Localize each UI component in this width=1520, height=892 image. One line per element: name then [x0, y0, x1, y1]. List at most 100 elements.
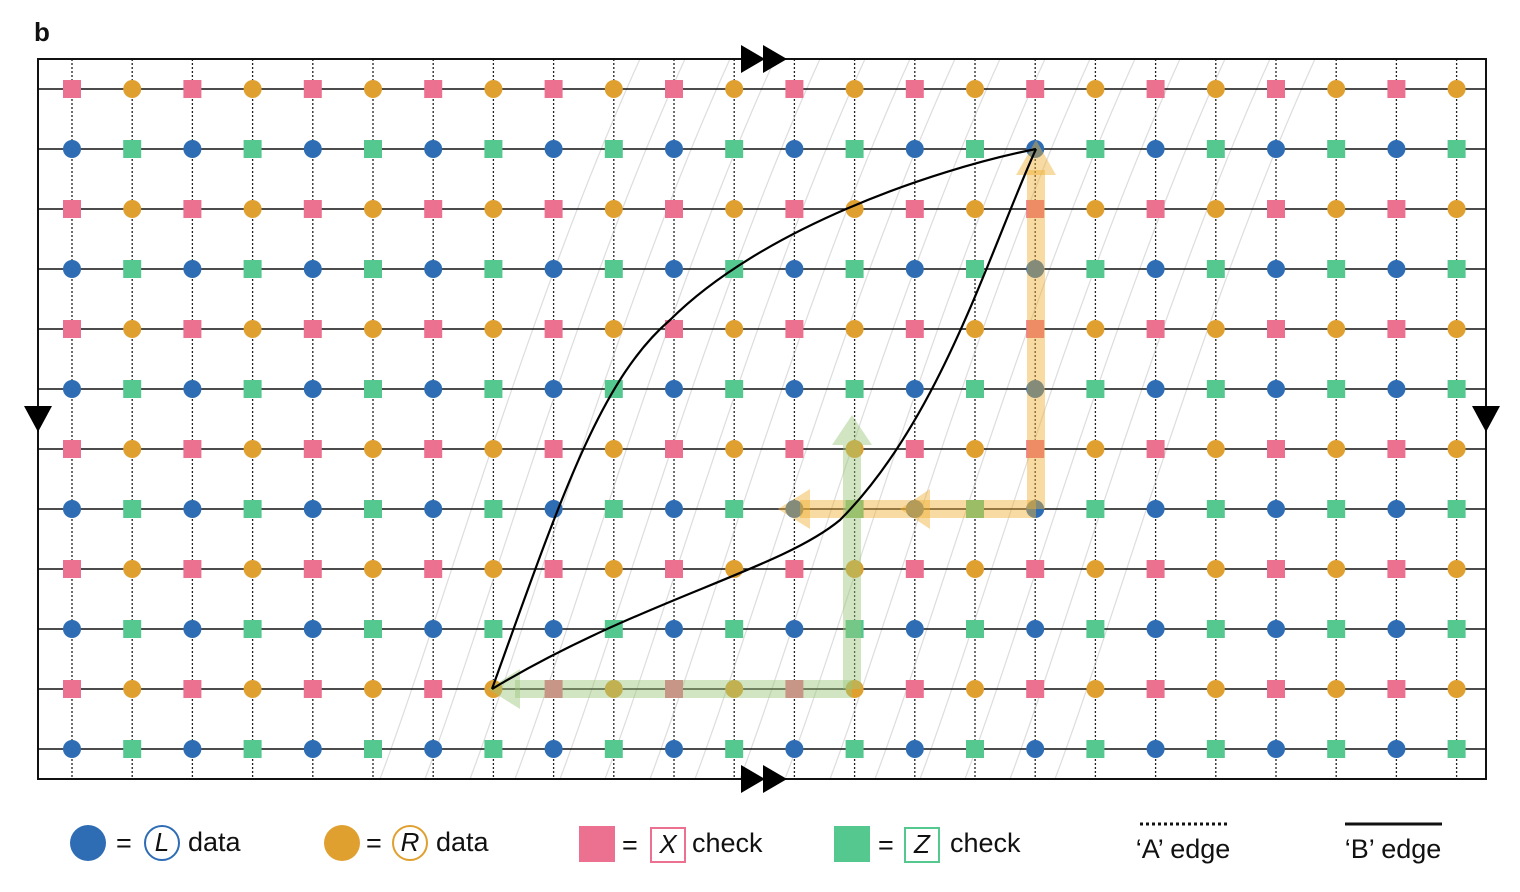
z-check	[364, 740, 382, 758]
r-data	[966, 200, 984, 218]
l-data	[183, 620, 202, 638]
r-data	[604, 560, 623, 578]
r-data	[604, 80, 623, 98]
z-check	[725, 140, 744, 158]
r-data	[604, 320, 623, 338]
z-check	[243, 740, 262, 758]
l-data	[1267, 620, 1285, 638]
z-check	[604, 140, 623, 158]
r-data	[484, 80, 503, 98]
r-data	[364, 320, 382, 338]
l-data	[905, 140, 924, 158]
z-check	[243, 500, 262, 518]
r-data	[123, 680, 142, 698]
r-data	[604, 200, 623, 218]
x-check	[1026, 200, 1045, 218]
z-check	[123, 260, 142, 278]
r-data	[484, 560, 503, 578]
l-data	[544, 380, 563, 398]
l-data	[63, 620, 81, 638]
r-data	[845, 320, 864, 338]
x-check	[303, 560, 322, 578]
l-data	[1146, 500, 1165, 518]
r-data	[123, 80, 142, 98]
r-data	[1447, 200, 1466, 218]
x-check	[1387, 80, 1406, 98]
r-data	[1447, 320, 1466, 338]
z-check	[1327, 380, 1346, 398]
l-data	[1387, 260, 1406, 278]
x-check	[303, 440, 322, 458]
x-check	[1387, 320, 1406, 338]
l-data	[785, 740, 804, 758]
z-check	[604, 500, 623, 518]
z-check	[1447, 140, 1466, 158]
z-check	[725, 380, 744, 398]
l-data	[665, 140, 683, 158]
l-data	[1026, 500, 1045, 518]
x-check	[303, 680, 322, 698]
r-data	[1327, 440, 1346, 458]
l-data	[1146, 620, 1165, 638]
r-data	[243, 320, 262, 338]
z-check	[1206, 740, 1225, 758]
z-check	[1447, 620, 1466, 638]
z-check	[1206, 620, 1225, 638]
r-data	[725, 680, 744, 698]
r-data	[1447, 80, 1466, 98]
l-data	[905, 500, 924, 518]
panel-label: b	[34, 17, 50, 47]
z-check	[966, 140, 984, 158]
x-check	[665, 80, 683, 98]
r-data	[1327, 80, 1346, 98]
x-check	[905, 320, 924, 338]
x-check	[1387, 200, 1406, 218]
r-data	[845, 440, 864, 458]
l-data	[424, 260, 443, 278]
l-data	[1387, 740, 1406, 758]
r-data	[1206, 560, 1225, 578]
l-data	[1146, 380, 1165, 398]
r-data	[123, 560, 142, 578]
x-check	[1146, 440, 1165, 458]
r-data	[725, 200, 744, 218]
x-check	[1026, 440, 1045, 458]
z-check	[1327, 500, 1346, 518]
r-data	[1206, 200, 1225, 218]
legend-l-ring	[144, 825, 180, 861]
yellow-arrow-head	[1016, 140, 1056, 175]
x-check	[1146, 200, 1165, 218]
legend-l-dot	[70, 825, 106, 861]
z-check	[1086, 260, 1105, 278]
l-data	[183, 140, 202, 158]
z-check	[243, 260, 262, 278]
l-data	[183, 260, 202, 278]
r-data	[243, 440, 262, 458]
z-check	[123, 500, 142, 518]
z-check	[364, 620, 382, 638]
z-check	[484, 140, 503, 158]
legend-symbol: X	[658, 829, 678, 859]
r-data	[123, 320, 142, 338]
r-data	[1327, 200, 1346, 218]
x-check	[1267, 440, 1285, 458]
l-data	[424, 380, 443, 398]
x-check	[303, 200, 322, 218]
x-check	[1026, 320, 1045, 338]
right-marker	[1472, 406, 1500, 432]
legend-equals: =	[116, 828, 132, 858]
z-check	[966, 500, 984, 518]
logical-path	[490, 147, 1037, 690]
x-check	[905, 200, 924, 218]
x-check	[63, 200, 81, 218]
x-check	[544, 560, 563, 578]
z-check	[966, 620, 984, 638]
x-check	[63, 560, 81, 578]
x-check	[785, 560, 804, 578]
x-check	[905, 80, 924, 98]
legend-equals: =	[878, 830, 894, 860]
x-check	[1387, 560, 1406, 578]
x-check	[665, 200, 683, 218]
r-data	[484, 320, 503, 338]
z-check	[845, 620, 864, 638]
